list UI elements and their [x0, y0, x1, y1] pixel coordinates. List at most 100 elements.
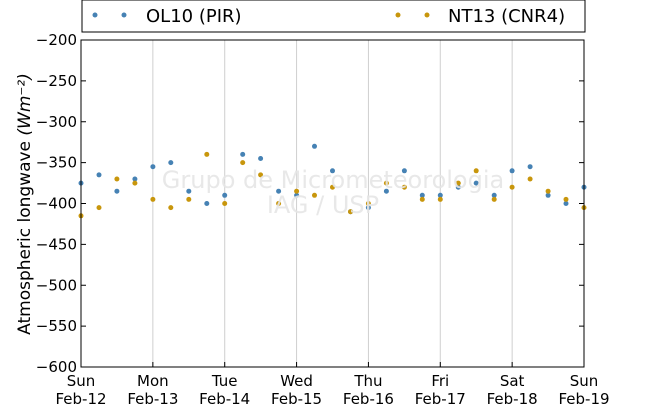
data-point — [204, 151, 210, 157]
data-point — [222, 201, 228, 206]
data-point — [527, 176, 533, 182]
x-tick-label-day: Sun — [67, 372, 96, 390]
x-tick-label-date: Feb-18 — [487, 390, 538, 408]
data-point — [437, 192, 443, 198]
data-point — [509, 168, 515, 174]
x-tick-label-day: Fri — [431, 372, 449, 390]
legend-marker-series-1 — [92, 12, 98, 18]
data-point — [545, 188, 551, 194]
x-tick-label-date: Feb-12 — [55, 390, 106, 408]
data-point — [419, 192, 425, 198]
y-axis: −200 −250 −300 −350 −400 −450 −500 −550 −600 — [36, 31, 584, 376]
data-point — [312, 143, 317, 149]
series-2 — [78, 151, 587, 219]
x-tick-label-date: Feb-19 — [558, 390, 609, 408]
y-tick-label: −600 — [36, 358, 77, 376]
data-point — [276, 188, 282, 194]
data-point — [150, 164, 156, 170]
data-point — [509, 184, 515, 190]
legend: OL10 (PIR) NT13 (CNR4) — [81, 0, 586, 33]
data-point — [186, 188, 192, 194]
data-point — [401, 168, 407, 174]
data-point — [114, 176, 120, 182]
svg-text:Atmospheric longwave (Wm: Atmospheric longwave (Wm⁻²) — [15, 73, 35, 335]
x-tick-label-day: Wed — [280, 372, 313, 390]
x-tick-label-date: Feb-17 — [415, 390, 466, 408]
y-tick-label: −250 — [36, 72, 77, 90]
data-point — [473, 168, 479, 174]
data-point — [383, 188, 389, 194]
data-point — [114, 188, 120, 194]
watermark-line-2: IAG / USP — [267, 191, 379, 219]
y-axis-label: Atmospheric longwave (Wm⁻²) — [15, 73, 35, 335]
data-point — [312, 192, 317, 198]
data-point — [186, 196, 192, 202]
x-axis: SunFeb-12MonFeb-13TueFeb-14WedFeb-15ThuF… — [55, 362, 610, 408]
y-axis-label-text: Atmospheric longwave — [15, 141, 35, 335]
data-point — [132, 180, 138, 186]
data-point — [168, 160, 174, 166]
x-tick-label-day: Thu — [353, 372, 382, 390]
data-point — [294, 188, 300, 194]
data-point — [150, 196, 156, 202]
data-point — [258, 172, 264, 178]
x-tick-label-date: Feb-13 — [127, 390, 178, 408]
data-point — [132, 176, 138, 182]
data-point — [240, 160, 246, 166]
data-point — [473, 180, 479, 186]
data-point — [168, 205, 174, 211]
data-points — [78, 143, 587, 219]
data-point — [527, 164, 533, 170]
legend-label-series-1: OL10 (PIR) — [146, 6, 242, 27]
x-tick-label-day: Tue — [211, 372, 238, 390]
x-tick-label-date: Feb-14 — [199, 390, 250, 408]
data-point — [96, 205, 102, 211]
data-point — [401, 184, 407, 190]
data-point — [455, 180, 461, 186]
y-tick-label: −550 — [36, 317, 77, 335]
data-point — [294, 192, 300, 198]
x-tick-label-date: Feb-16 — [343, 390, 394, 408]
data-point — [204, 201, 210, 206]
data-point — [563, 201, 569, 206]
data-point — [455, 184, 461, 190]
plot-background — [81, 40, 584, 367]
x-tick-label-day: Mon — [137, 372, 169, 390]
data-point — [545, 192, 551, 198]
y-tick-label: −200 — [36, 31, 77, 49]
watermark: Grupo de Micrometeorologia IAG / USP — [162, 166, 504, 219]
data-point — [222, 192, 228, 198]
data-point — [491, 196, 497, 202]
legend-box — [81, 0, 586, 33]
data-point — [330, 168, 335, 174]
data-point — [276, 201, 282, 206]
legend-marker-series-1 — [121, 12, 127, 18]
y-axis-label-unit: (Wm⁻²) — [15, 73, 35, 135]
data-point — [365, 205, 371, 211]
data-point — [348, 209, 353, 215]
data-point — [365, 201, 371, 206]
legend-label-series-2: NT13 (CNR4) — [448, 6, 565, 27]
legend-marker-series-2 — [424, 12, 430, 18]
y-tick-label: −400 — [36, 195, 77, 213]
y-tick-label: −450 — [36, 235, 77, 253]
y-tick-label: −300 — [36, 113, 77, 131]
data-point — [419, 196, 425, 202]
watermark-line-1: Grupo de Micrometeorologia — [162, 166, 504, 194]
y-tick-label: −500 — [36, 276, 77, 294]
data-point — [258, 156, 264, 161]
x-tick-label-date: Feb-15 — [271, 390, 322, 408]
data-point — [383, 180, 389, 186]
x-tick-label-day: Sun — [570, 372, 599, 390]
data-point — [491, 192, 497, 198]
data-point — [437, 196, 443, 202]
data-point — [330, 184, 335, 190]
data-point — [240, 151, 246, 157]
y-tick-label: −350 — [36, 154, 77, 172]
plot-area: Grupo de Micrometeorologia IAG / USP −20… — [36, 31, 610, 408]
legend-marker-series-2 — [395, 12, 401, 18]
x-tick-label-day: Sat — [500, 372, 525, 390]
data-point — [96, 172, 102, 178]
data-point — [563, 196, 569, 202]
